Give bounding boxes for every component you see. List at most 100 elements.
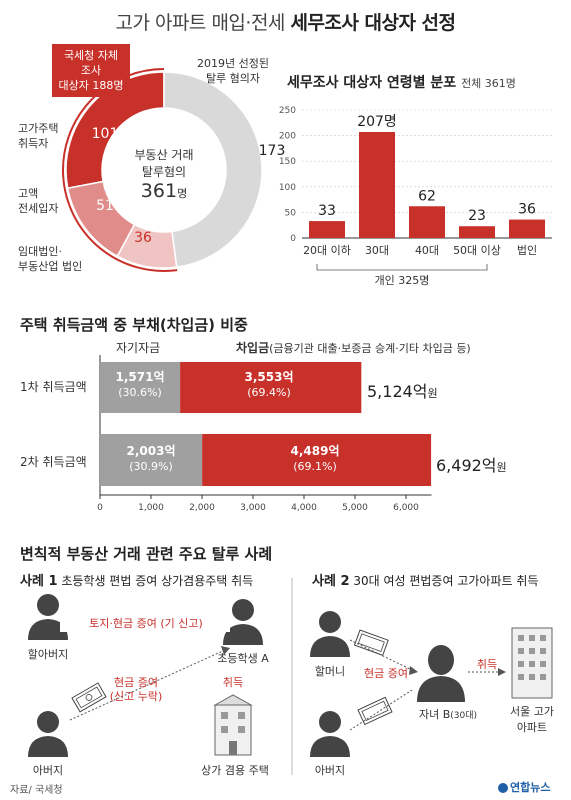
label-corp-line1: 임대법인· bbox=[18, 245, 62, 258]
box-line2: 대상자 188명 bbox=[58, 79, 124, 92]
age-bar-label: 207명 bbox=[357, 114, 397, 130]
value-51: 51 bbox=[96, 198, 114, 214]
r1-total-value: 5,124억 bbox=[367, 382, 428, 401]
age-ytick: 0 bbox=[290, 234, 296, 244]
page-title: 고가 아파트 매입·전세 세무조사 대상자 선정 bbox=[0, 8, 571, 35]
case1-desc: 초등학생 편법 증여 상가겸용주택 취득 bbox=[61, 574, 254, 588]
acquire-arrow-2-head bbox=[498, 668, 506, 676]
case2-desc: 30대 여성 편법증여 고가아파트 취득 bbox=[353, 574, 539, 588]
legend-loan-rest: (금융기관 대출·보증금 승계·기타 차입금 등) bbox=[269, 342, 471, 355]
age-bracket bbox=[316, 264, 488, 271]
center-unit: 명 bbox=[177, 187, 188, 200]
value-101: 101 bbox=[91, 126, 119, 142]
title-part2: 세무조사 대상자 선정 bbox=[290, 12, 456, 34]
r2-total: 6,492억원 bbox=[436, 452, 507, 476]
r2-own-pct: (30.9%) bbox=[129, 460, 173, 473]
debt-xtick-label: 5,000 bbox=[342, 503, 368, 513]
age-ytick: 150 bbox=[279, 157, 296, 167]
case1-acquire: 취득 bbox=[222, 676, 244, 689]
commercial-building-icon bbox=[213, 694, 253, 756]
age-ytick: 200 bbox=[279, 132, 296, 142]
row2-label: 2차 취득금액 bbox=[20, 455, 87, 469]
logo-mark-icon bbox=[498, 783, 508, 793]
legend-loan-bold: 차입금 bbox=[236, 341, 270, 355]
case1-grandfather-label: 할아버지 bbox=[27, 648, 69, 661]
cash-money-icon-2a bbox=[353, 629, 389, 656]
gift-note-bg bbox=[60, 616, 230, 632]
debt-loan-bar bbox=[202, 434, 432, 486]
case1-child-label: 초등학생 A bbox=[217, 652, 269, 665]
age-bar bbox=[359, 132, 395, 238]
case1-cash-line2: (신고 누락) bbox=[109, 690, 163, 703]
r1-own-pct: (30.6%) bbox=[118, 386, 162, 399]
debt-xtick-label: 1,000 bbox=[138, 503, 164, 513]
case2-building-line2: 아파트 bbox=[516, 721, 548, 734]
cash-money-icon bbox=[71, 682, 107, 713]
label-jeonse-line2: 전세입자 bbox=[18, 202, 59, 215]
center-number: 361 bbox=[140, 180, 178, 202]
debt-xtick-label: 3,000 bbox=[240, 503, 266, 513]
age-category-label: 법인 bbox=[517, 244, 537, 257]
cash-arrow-2a-head bbox=[409, 666, 418, 675]
debt-xtick-label: 4,000 bbox=[291, 503, 317, 513]
self-investigation-box: 국세청 자체 조사 대상자 188명 bbox=[52, 44, 130, 97]
yonhap-logo: 연합뉴스 bbox=[498, 779, 550, 795]
case2-acquire: 취득 bbox=[476, 658, 498, 671]
value-173: 173 bbox=[258, 143, 286, 159]
age-category-label: 40대 bbox=[415, 244, 439, 257]
slice-2019 bbox=[163, 71, 263, 269]
debt-own-bar bbox=[100, 434, 203, 486]
value-36: 36 bbox=[134, 230, 152, 246]
age-chart-title: 세무조사 대상자 연령별 분포 전체 361명 bbox=[287, 72, 516, 92]
r1-own-value: 1,571억 bbox=[115, 370, 165, 384]
case2-cash-note: 현금 증여 bbox=[364, 667, 408, 680]
age-bar-label: 36 bbox=[518, 202, 536, 218]
debt-bar-chart: 0 1,000 2,000 3,000 4,000 5,000 6,000 bbox=[97, 355, 432, 513]
age-group-label: 개인 325명 bbox=[375, 274, 430, 287]
apartment-building-icon bbox=[511, 627, 553, 699]
debt-own-bar bbox=[100, 362, 181, 413]
r1-loan-value: 3,553억 bbox=[244, 370, 294, 384]
donut-chart bbox=[62, 68, 263, 272]
logo-text: 연합뉴스 bbox=[510, 781, 551, 794]
age-ytick: 50 bbox=[285, 208, 297, 218]
age-bar bbox=[309, 221, 345, 238]
case2-building-label: 서울 고가 아파트 bbox=[500, 703, 564, 735]
age-bar bbox=[409, 206, 445, 238]
cases-illustration bbox=[28, 578, 553, 775]
r1-loan-pct: (69.4%) bbox=[247, 386, 291, 399]
label-jeonse-line1: 고액 bbox=[18, 187, 39, 200]
age-bar-label: 23 bbox=[468, 208, 486, 224]
age-bar-chart: 0 50 100 150 200 250 33 20대 이하 207명 30대 62 40대 23 50대… bbox=[279, 106, 552, 287]
label-2019-line2: 탈루 혐의자 bbox=[205, 72, 261, 85]
cash-arrow-2a bbox=[349, 639, 413, 671]
label-high-line2: 취득자 bbox=[18, 137, 49, 150]
case1-title: 사례 1 초등학생 편법 증여 상가겸용주택 취득 bbox=[20, 570, 253, 589]
age-bars: 0 50 100 150 200 250 33 20대 이하 207명 30대 62 40대 23 50대… bbox=[279, 106, 552, 287]
r2-loan-pct: (69.1%) bbox=[293, 460, 337, 473]
case2-num: 사례 2 bbox=[312, 574, 350, 589]
label-jeonse: 고액 전세입자 bbox=[18, 186, 58, 216]
age-bar bbox=[509, 219, 545, 238]
cash-arrow-head bbox=[221, 646, 230, 655]
debt-xtick-label: 0 bbox=[97, 503, 103, 513]
age-category-label: 50대 이상 bbox=[453, 244, 501, 257]
grandmother-person-icon bbox=[310, 611, 350, 657]
case2-child-age: (30대) bbox=[450, 711, 478, 721]
label-corp-line2: 부동산업 법인 bbox=[18, 260, 83, 273]
case2-father-label: 아버지 bbox=[314, 764, 346, 777]
case2-title: 사례 2 30대 여성 편법증여 고가아파트 취득 bbox=[312, 570, 538, 589]
age-bar-label: 33 bbox=[318, 203, 336, 219]
box-line1: 국세청 자체 조사 bbox=[63, 49, 119, 77]
case1-father-label: 아버지 bbox=[32, 764, 64, 777]
r1-total-unit: 원 bbox=[427, 387, 438, 400]
debt-bars: 0 1,000 2,000 3,000 4,000 5,000 6,000 bbox=[97, 355, 432, 513]
donut-slices bbox=[62, 68, 263, 272]
center-line1: 부동산 거래 bbox=[134, 148, 194, 162]
case2-grandmother-label: 할머니 bbox=[314, 665, 346, 678]
legend-own: 자기자금 bbox=[116, 341, 161, 355]
label-high-line1: 고가주택 bbox=[18, 122, 59, 135]
cash-money-icon-2b bbox=[357, 696, 393, 726]
cash-arrow-line bbox=[69, 649, 226, 721]
r1-total: 5,124억원 bbox=[367, 378, 438, 402]
